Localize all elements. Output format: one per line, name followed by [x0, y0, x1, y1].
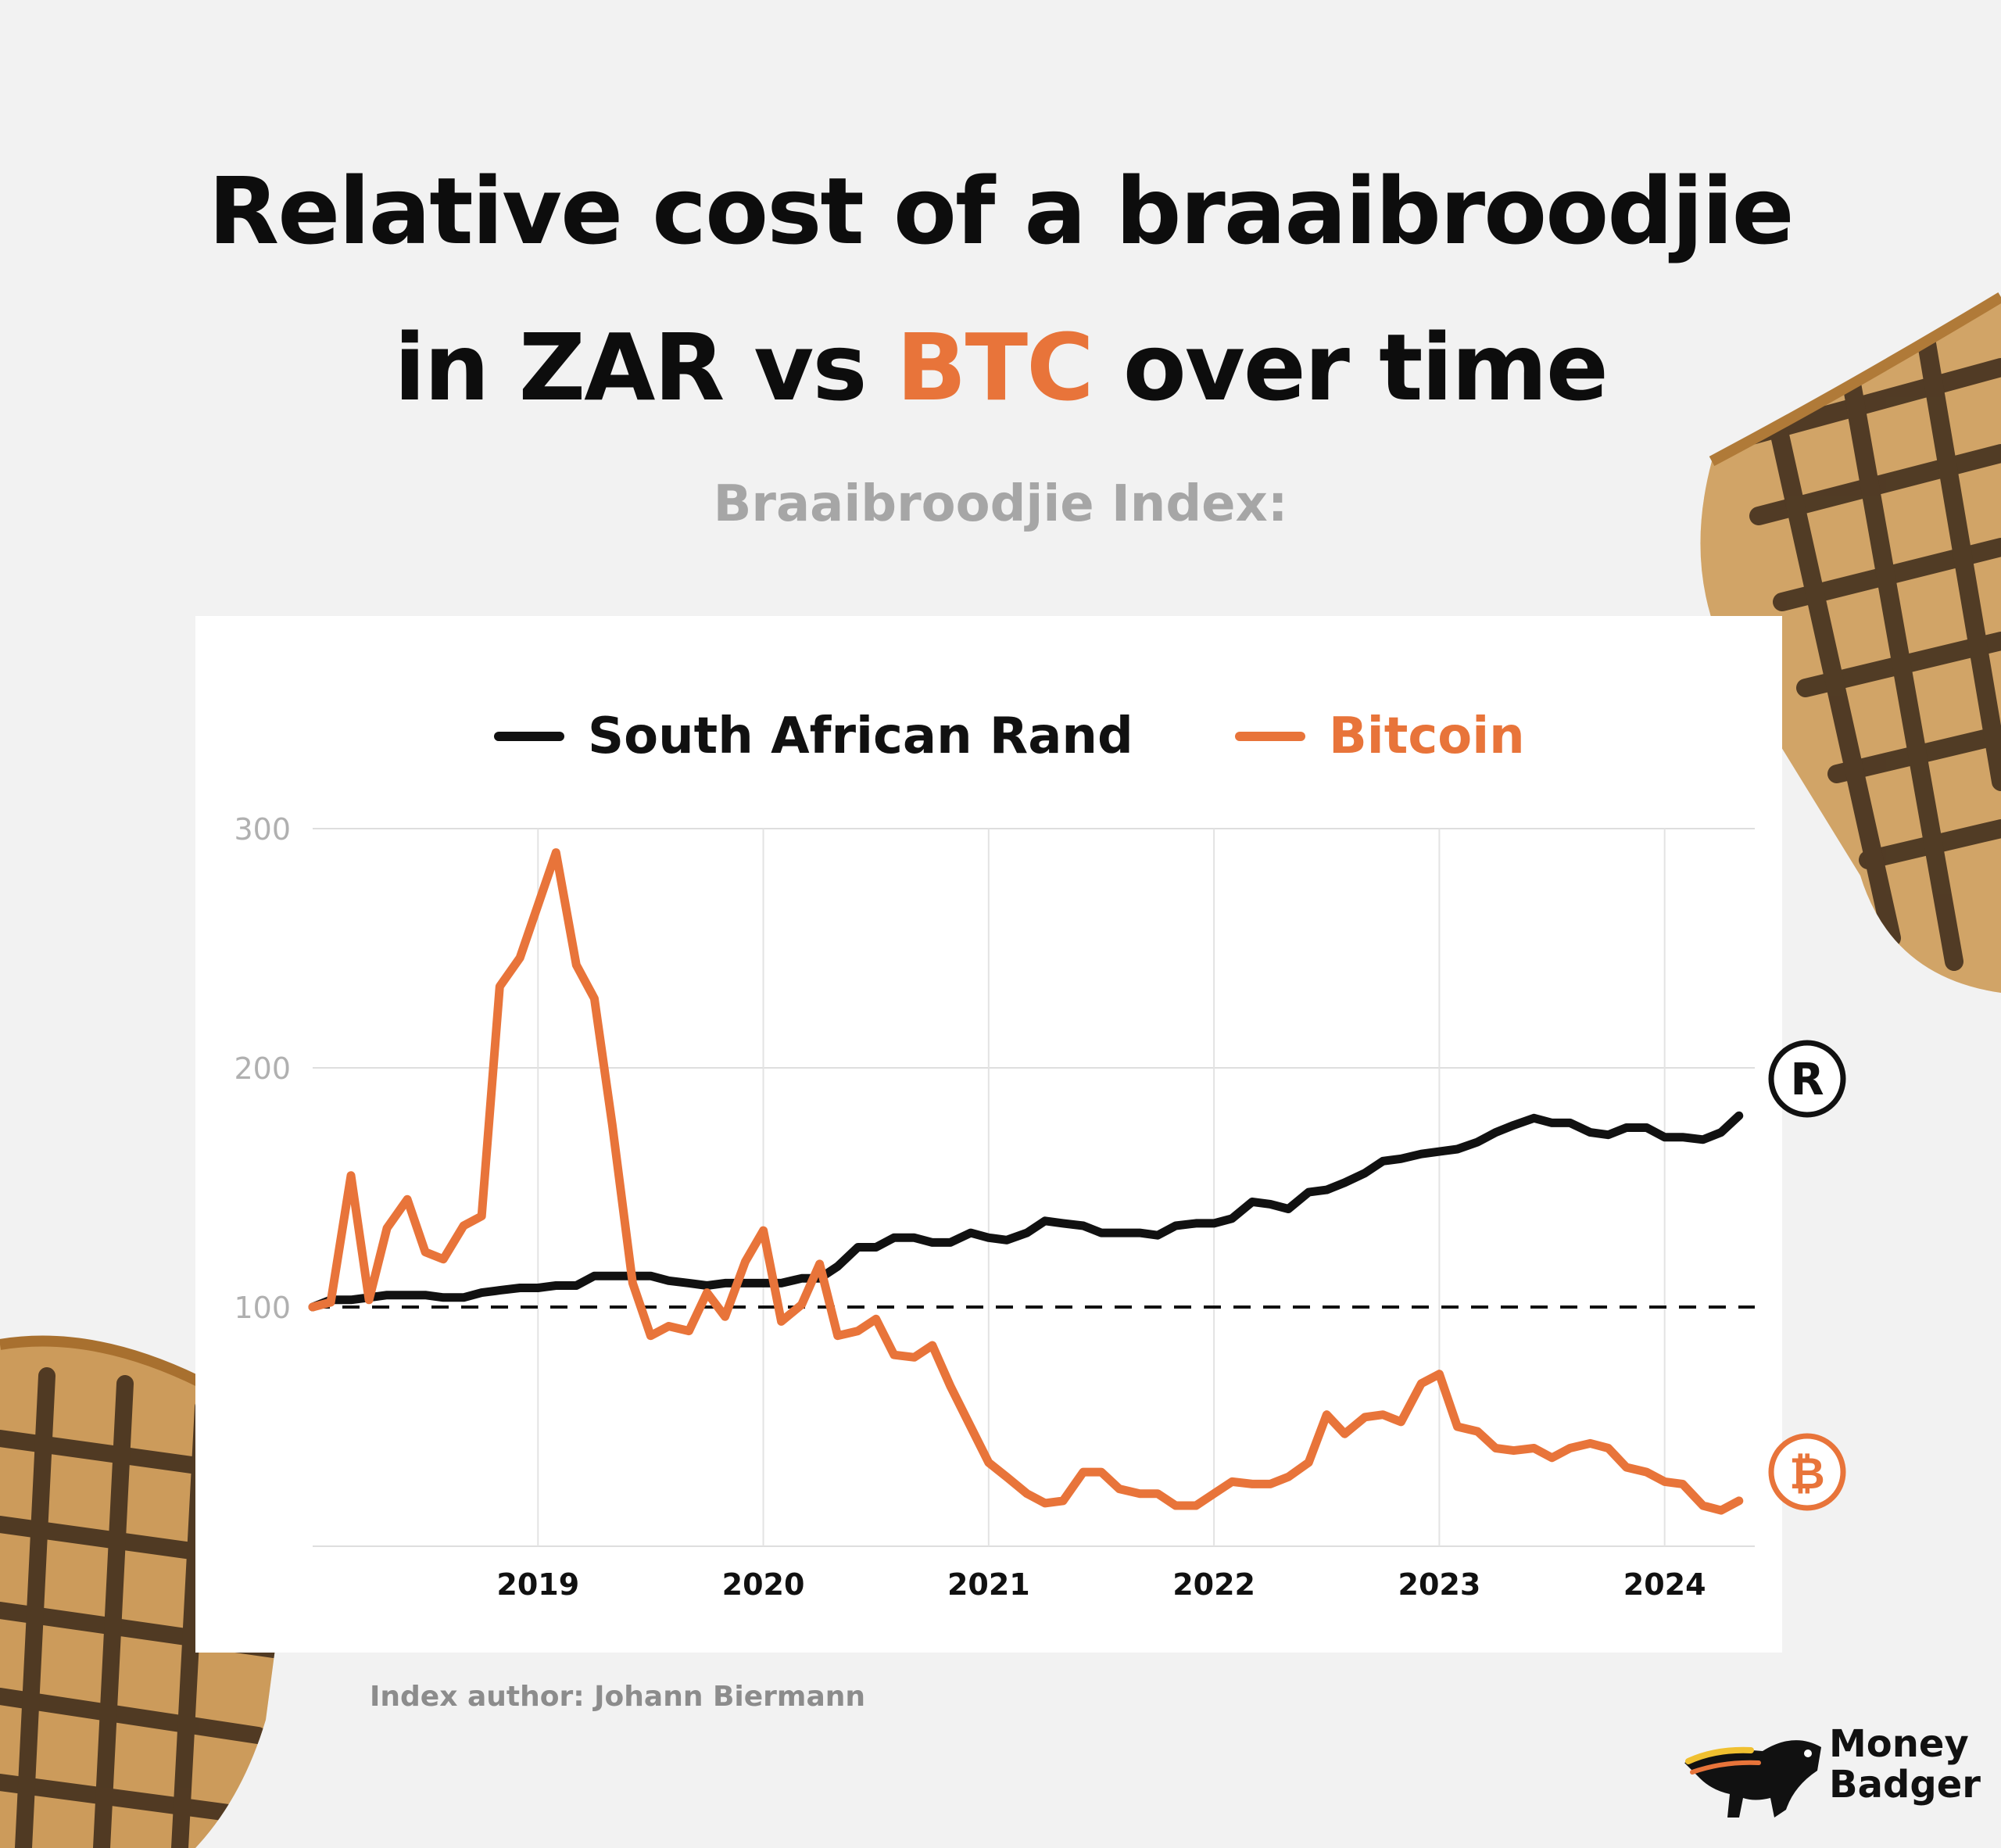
chart-legend: South African Rand Bitcoin: [0, 705, 2001, 768]
y-tick-label: 100: [234, 1291, 291, 1325]
rand-end-marker: R: [1768, 1040, 1846, 1118]
x-tick-label: 2022: [1172, 1567, 1255, 1602]
legend-swatch-rand: [494, 732, 564, 741]
end-markers: R ₿: [1768, 1040, 1846, 1511]
title-line-2a: in ZAR vs: [394, 313, 897, 421]
title-accent: BTC: [896, 313, 1094, 421]
y-tick-label: 200: [234, 1051, 291, 1086]
series-line-bitcoin: [308, 848, 1744, 1515]
legend-item-bitcoin: Bitcoin: [1235, 705, 1525, 768]
x-tick-label: 2023: [1398, 1567, 1481, 1602]
bitcoin-end-marker: ₿: [1768, 1433, 1846, 1511]
x-tick-label: 2020: [722, 1567, 805, 1602]
axis-layer: 100 200 300 2019 2020 2021 2022 2023 2024: [234, 812, 1706, 1602]
x-tick-label: 2021: [947, 1567, 1030, 1602]
logo-line-1: Money: [1829, 1722, 1969, 1766]
bitcoin-marker-symbol: ₿: [1789, 1449, 1825, 1499]
legend-item-rand: South African Rand: [494, 705, 1133, 768]
series-layer: [308, 848, 1744, 1515]
x-tick-label: 2024: [1623, 1567, 1706, 1602]
chart-subtitle: Braaibroodjie Index:: [713, 475, 1288, 533]
logo-line-2: Badger: [1829, 1763, 1981, 1807]
legend-label-rand: South African Rand: [588, 707, 1133, 765]
y-tick-label: 300: [234, 812, 291, 847]
rand-marker-symbol: R: [1790, 1055, 1824, 1105]
x-tick-label: 2019: [496, 1567, 579, 1602]
title-line-1: Relative cost of a braaibroodjie: [208, 157, 1794, 265]
page-title: Relative cost of a braaibroodjie in ZAR …: [0, 133, 2001, 446]
index-credit: Index author: Johann Biermann: [370, 1681, 865, 1713]
logo-wordmark: Money Badger: [1829, 1724, 1981, 1805]
title-line-2b: over time: [1092, 313, 1609, 421]
grid-layer: [313, 828, 1755, 1547]
legend-label-bitcoin: Bitcoin: [1329, 707, 1525, 765]
money-badger-logo-icon: [1684, 1740, 1821, 1818]
series-line-rand: [308, 1111, 1744, 1312]
legend-swatch-bitcoin: [1235, 732, 1305, 741]
